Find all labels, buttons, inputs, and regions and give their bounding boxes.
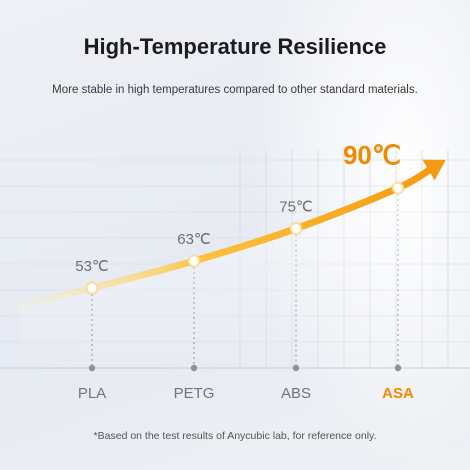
value-label-abs: 75℃ bbox=[279, 199, 313, 216]
point-asa bbox=[391, 181, 405, 195]
value-label-asa: 90℃ bbox=[343, 140, 401, 170]
arrow-head-icon bbox=[422, 159, 446, 181]
page-subtitle: More stable in high temperatures compare… bbox=[52, 84, 418, 96]
value-label-pla: 53℃ bbox=[75, 258, 109, 275]
page-title: High-Temperature Resilience bbox=[83, 34, 387, 59]
point-petg bbox=[187, 254, 201, 268]
footnote: *Based on the test results of Anycubic l… bbox=[93, 430, 377, 442]
point-abs bbox=[289, 222, 303, 236]
category-label-asa: ASA bbox=[382, 385, 414, 402]
chart-value-labels: 53℃ 63℃ 75℃ 90℃ bbox=[75, 140, 401, 275]
chart-category-labels: PLA PETG ABS ASA bbox=[78, 385, 414, 402]
chart-points bbox=[85, 181, 405, 295]
category-label-pla: PLA bbox=[78, 385, 106, 402]
category-label-abs: ABS bbox=[281, 385, 311, 402]
value-label-petg: 63℃ bbox=[177, 231, 211, 248]
category-label-petg: PETG bbox=[174, 385, 215, 402]
point-pla bbox=[85, 281, 99, 295]
